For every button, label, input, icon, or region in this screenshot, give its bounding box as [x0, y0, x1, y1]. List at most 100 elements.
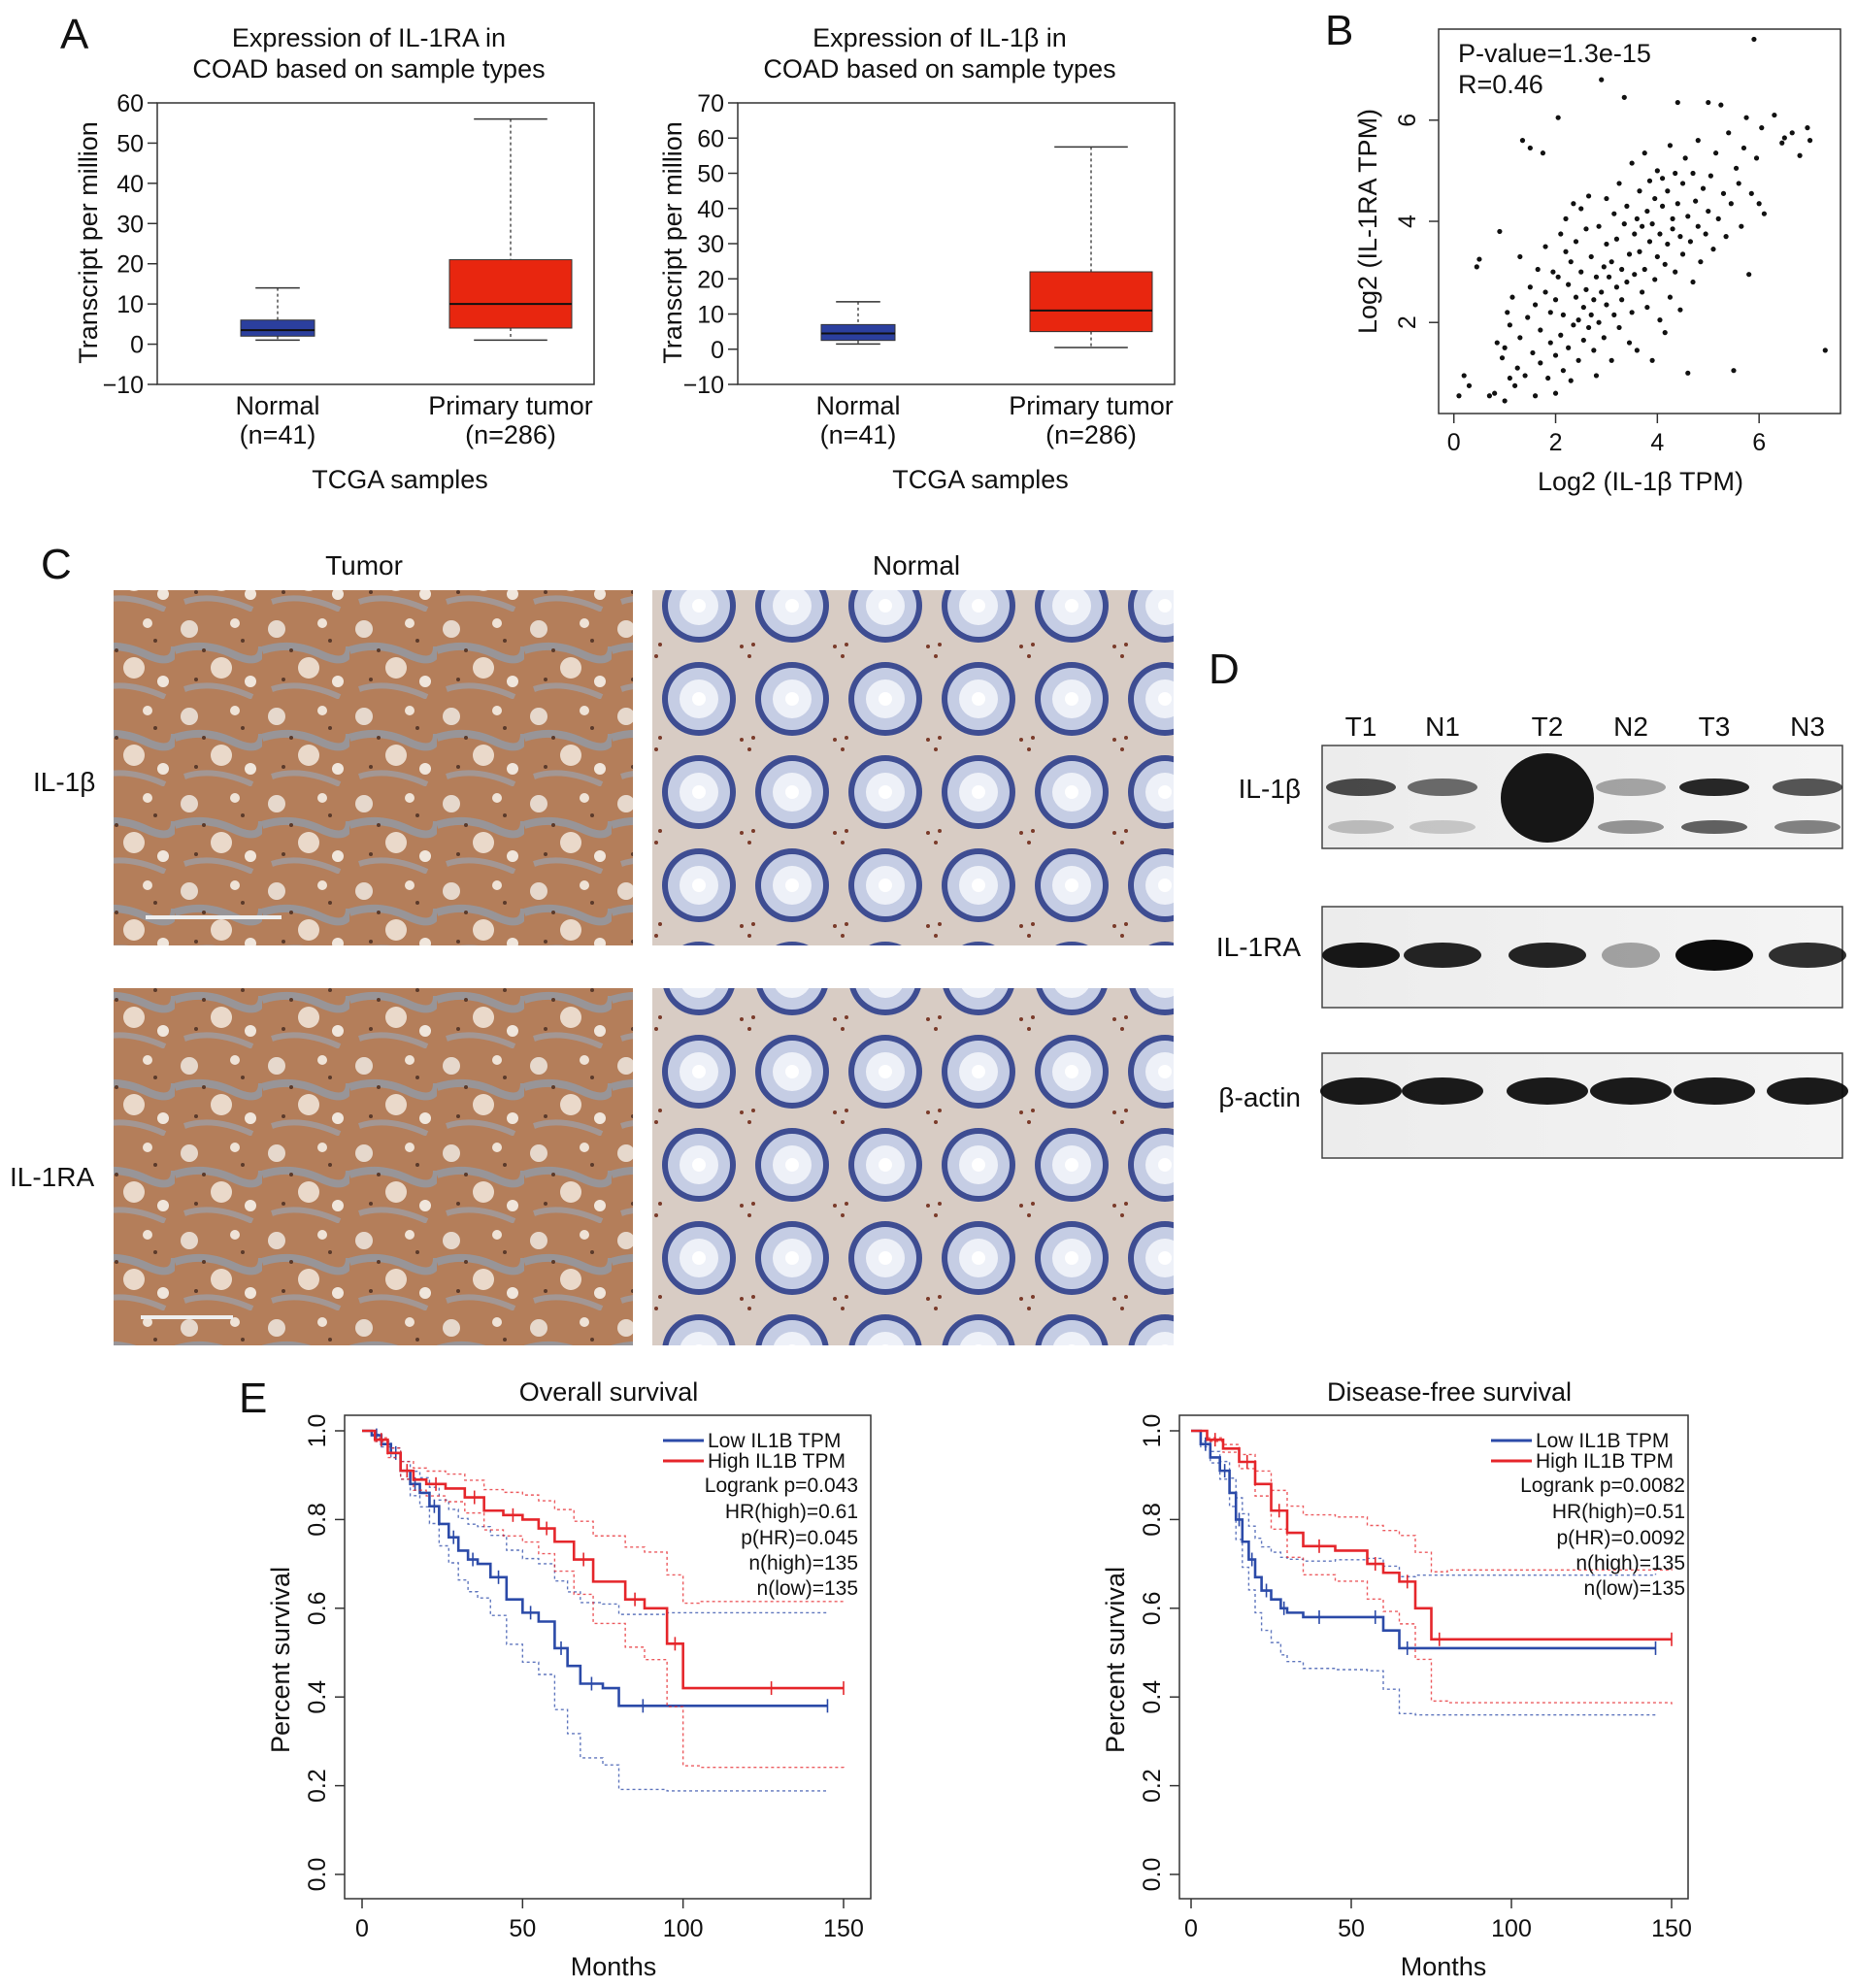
ihc-tumor-il1ra	[114, 988, 633, 1345]
x-tick-label: 4	[1650, 429, 1664, 456]
scatter-point	[1779, 140, 1785, 146]
scatter-points	[1456, 36, 1828, 404]
scatter-point	[1558, 231, 1564, 237]
scatter-point	[1527, 284, 1533, 290]
scatter-point	[1466, 382, 1473, 388]
scatter-point	[1601, 264, 1607, 270]
blot-band	[1769, 943, 1846, 968]
scatter-point	[1573, 239, 1579, 245]
x-tick-label: 100	[663, 1915, 704, 1942]
x-tick-label: 150	[823, 1915, 864, 1942]
scatter-point	[1608, 357, 1614, 363]
blot-band	[1774, 820, 1840, 834]
scatter-point	[1601, 335, 1607, 341]
scatter-point	[1568, 259, 1574, 265]
scatter-point	[1665, 241, 1671, 248]
blot-beta-actin: β-actin	[1218, 1052, 1848, 1159]
scatter-point	[1685, 370, 1691, 376]
scatter-point	[1637, 188, 1642, 194]
row-label-il1ra: IL-1RA	[10, 1162, 94, 1192]
scatter-point	[1731, 368, 1737, 374]
blot-band	[1679, 779, 1749, 796]
scatter-point	[1644, 208, 1650, 215]
y-tick-label: 4	[1394, 215, 1421, 228]
y-tick-label: 10	[697, 302, 724, 329]
y-tick-label: 0.0	[1139, 1858, 1166, 1892]
legend-low: Low IL1B TPM	[1536, 1430, 1669, 1452]
scatter-point	[1652, 195, 1658, 202]
y-tick-label: 10	[116, 291, 144, 318]
x-tick-label: 100	[1491, 1915, 1532, 1942]
panel-letter-d: D	[1209, 646, 1240, 693]
scatter-point	[1713, 150, 1719, 156]
scatter-point	[1690, 279, 1696, 285]
scatter-point	[1560, 368, 1566, 374]
p-value-label: P-value=1.3e-15	[1458, 39, 1651, 68]
y-axis: 70 60 50 40 30 20 10 0 −10	[683, 90, 738, 399]
chart-title-line2: COAD based on sample types	[763, 54, 1115, 83]
scatter-point	[1599, 289, 1605, 295]
scatter-point	[1571, 322, 1576, 328]
scatter-point	[1634, 348, 1640, 353]
lane-label-n3: N3	[1790, 712, 1825, 742]
scatter-point	[1580, 304, 1586, 311]
blot-band	[1409, 820, 1476, 834]
scatter-point	[1514, 365, 1520, 371]
scatter-point	[1670, 215, 1675, 221]
x-tick-label: 0	[355, 1915, 369, 1942]
scatter-point	[1507, 322, 1512, 328]
scatter-point	[1509, 294, 1515, 300]
chart-title-line1: Expression of IL-1β in	[812, 23, 1067, 52]
scatter-point	[1583, 226, 1589, 232]
stat-n-high: n(high)=135	[748, 1552, 858, 1574]
y-tick-label: 40	[116, 171, 144, 198]
scatter-point	[1723, 234, 1729, 240]
chart-title: Overall survival	[519, 1377, 699, 1407]
scatter-point	[1667, 143, 1674, 149]
scatter-point	[1640, 223, 1645, 229]
x-tick-label: 150	[1651, 1915, 1692, 1942]
x-tick-label: 2	[1549, 429, 1563, 456]
box-primary-tumor	[448, 259, 573, 329]
survival-curves	[1191, 1429, 1673, 1717]
lane-label-t1: T1	[1345, 712, 1377, 742]
y-axis: 0.0 0.2 0.4 0.6 0.8 1.0	[304, 1414, 345, 1891]
scatter-point	[1789, 130, 1795, 136]
scatter-point	[1578, 206, 1584, 212]
panel-letter-e: E	[239, 1375, 267, 1422]
blot-band	[1507, 1077, 1588, 1105]
x-axis: 0 50 100 150	[1184, 1899, 1692, 1942]
scatter-point	[1665, 188, 1671, 194]
scatter-point	[1530, 349, 1536, 356]
scatter-point	[1667, 294, 1674, 300]
blot-band	[1773, 779, 1842, 796]
scatter-point	[1657, 317, 1663, 323]
scatter-point	[1588, 312, 1594, 317]
scatter-point	[1619, 297, 1625, 303]
x-category-normal-n: (n=41)	[820, 420, 897, 449]
y-axis-label: Log2 (IL-1RA TPM)	[1353, 109, 1382, 334]
plot-frame	[344, 1414, 872, 1900]
x-axis-label: TCGA samples	[892, 465, 1069, 494]
x-category-normal: Normal	[815, 391, 900, 420]
scatter-point	[1746, 272, 1752, 278]
scatter-point	[1532, 302, 1539, 308]
scatter-point	[1532, 393, 1539, 399]
curve-low	[1191, 1429, 1656, 1650]
confidence-lower	[362, 1430, 845, 1770]
scatter-point	[1585, 324, 1592, 331]
y-axis: 60 50 40 30 20 10 0 −10	[103, 90, 157, 399]
y-tick-label: 20	[116, 251, 144, 279]
y-tick-label: 0	[711, 337, 724, 364]
y-tick-label: 0.2	[304, 1769, 331, 1803]
column-label-normal: Normal	[873, 550, 960, 580]
scatter-point	[1753, 155, 1760, 161]
scatter-point	[1679, 251, 1686, 257]
scatter-point	[1583, 286, 1589, 292]
scatter-point	[1558, 332, 1564, 338]
km-disease-free-survival: Disease-free survival 0 50 100 150 0.00.20.…	[1101, 1377, 1692, 1981]
curve-high	[362, 1429, 844, 1690]
scatter-point	[1580, 337, 1586, 344]
scatter-point	[1552, 352, 1559, 358]
scatter-point	[1654, 253, 1660, 260]
